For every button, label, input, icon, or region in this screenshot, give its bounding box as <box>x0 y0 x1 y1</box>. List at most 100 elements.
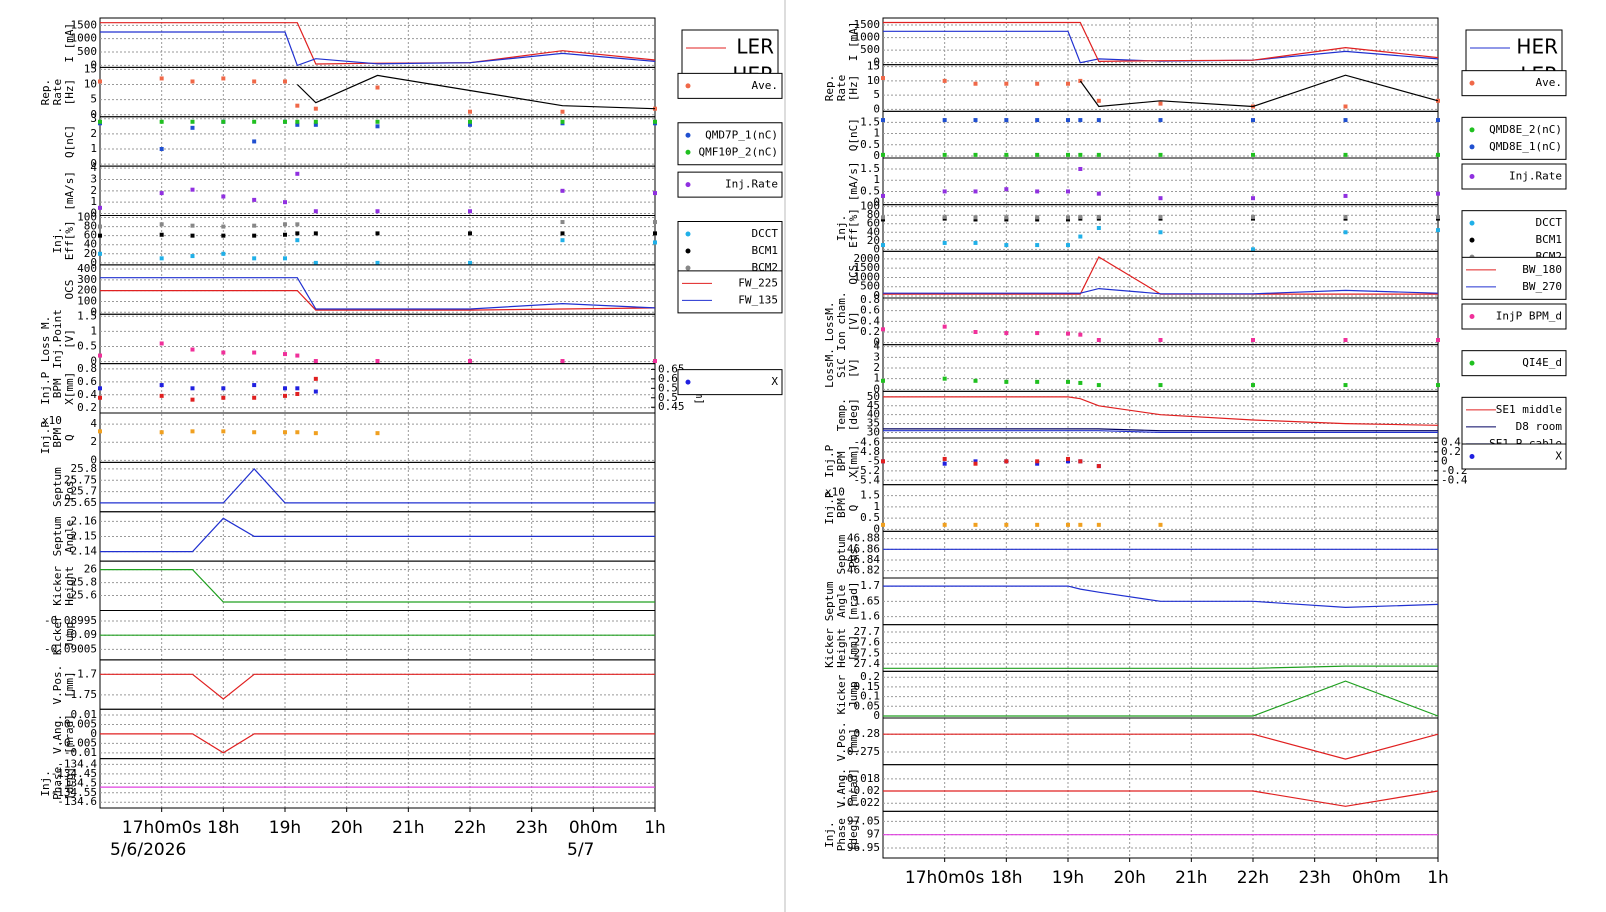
y-axis-label: LossM. <box>823 301 836 341</box>
data-point <box>221 350 226 355</box>
data-point <box>1035 215 1040 220</box>
y-tick-label: -5.4 <box>854 473 881 486</box>
data-point <box>375 231 380 236</box>
data-point <box>942 189 947 194</box>
data-point <box>221 386 226 391</box>
data-point <box>313 231 318 236</box>
legend-label: DCCT <box>752 227 779 240</box>
y-axis-label: Kicker <box>835 674 848 714</box>
y-tick-label: 10 <box>84 78 97 91</box>
legend-marker <box>685 83 691 89</box>
y-axis-label: Septum <box>51 516 64 556</box>
y-axis-label: OCS <box>63 280 76 300</box>
y-tick-label: 0 <box>90 207 97 220</box>
data-point <box>98 119 102 124</box>
legend-marker <box>685 149 691 155</box>
data-point <box>1251 118 1255 123</box>
data-point <box>973 189 978 194</box>
data-point <box>1251 338 1255 342</box>
y-axis-label: Rate <box>51 79 64 106</box>
y-tick-label: 1500 <box>854 261 881 274</box>
y-tick-label: -0.09 <box>64 628 97 641</box>
y-tick-label: 0.5 <box>860 511 880 524</box>
data-point <box>159 76 164 81</box>
y-tick-label: 97.05 <box>847 814 880 827</box>
data-point <box>221 233 226 238</box>
data-point <box>1251 214 1255 219</box>
legend-marker <box>1469 144 1475 150</box>
data-point <box>295 238 300 243</box>
data-point <box>1078 214 1083 219</box>
y-tick-label: 97 <box>867 828 880 841</box>
data-point <box>468 209 472 214</box>
data-point <box>159 119 164 124</box>
series-line <box>883 287 1439 295</box>
data-point <box>1251 247 1255 252</box>
y-tick-label: 0.4 <box>860 314 880 327</box>
y-tick-label: 0 <box>90 355 97 368</box>
y-tick-label: 300 <box>77 273 97 286</box>
y-axis-label: Temp. <box>835 398 848 431</box>
legend-box <box>677 122 783 166</box>
y-axis-label: Septum <box>835 534 848 574</box>
y-tick-label: 60 <box>867 217 880 230</box>
y-axis-label: Q <box>63 434 76 441</box>
data-point <box>1004 459 1009 464</box>
data-point <box>1066 243 1070 248</box>
y-axis-label: Inj.P <box>39 371 52 404</box>
y-tick-label: -5 <box>867 454 880 467</box>
data-point <box>1436 191 1440 196</box>
y-tick-label: 1.5 <box>860 489 880 502</box>
data-point <box>973 215 978 220</box>
data-point <box>1158 196 1163 201</box>
y-tick-label: -4.6 <box>854 435 881 448</box>
data-point <box>1096 226 1101 230</box>
data-point <box>375 431 380 436</box>
y-tick-label: -0.02 <box>847 784 880 797</box>
y-tick-label: 0 <box>90 453 97 466</box>
data-point <box>1035 243 1040 248</box>
data-point <box>1096 383 1101 388</box>
legend-label: BW_270 <box>1522 280 1562 293</box>
data-point <box>1066 189 1070 194</box>
data-point <box>881 118 885 123</box>
data-point <box>1004 379 1009 384</box>
y-tick-label: 4 <box>90 161 97 174</box>
y-tick-label: 46.84 <box>847 553 880 566</box>
x-tick-label: 19h <box>1052 868 1084 888</box>
y-axis-label: [deg] <box>847 398 860 431</box>
y-axis-label: OCS <box>847 265 860 285</box>
data-point <box>1343 383 1348 388</box>
data-point <box>1066 459 1070 464</box>
data-point <box>560 109 565 114</box>
data-point <box>942 152 947 157</box>
y-axis-label: Kicker <box>823 628 836 668</box>
data-point <box>1251 196 1255 201</box>
legend-box <box>1461 303 1567 330</box>
y2-tick-label: 0 <box>1441 454 1448 467</box>
data-point <box>1436 383 1440 388</box>
y-tick-label: 3 <box>90 112 97 125</box>
y-tick-label: 46.88 <box>847 532 880 545</box>
y-tick-label: 26 <box>84 563 97 576</box>
data-point <box>1096 152 1101 157</box>
y-tick-label: 500 <box>860 280 880 293</box>
data-point <box>1343 118 1348 123</box>
y-axis-label: Inj. <box>835 215 848 242</box>
y-tick-label: -134.55 <box>51 786 97 799</box>
data-point <box>1066 215 1070 220</box>
y-axis-label: Kicker <box>51 566 64 606</box>
y-tick-label: 1 <box>873 127 880 140</box>
data-point <box>1096 214 1101 219</box>
series-line <box>883 585 1439 609</box>
data-point <box>468 109 472 114</box>
legend-label: Inj.Rate <box>725 178 778 191</box>
y-axis-label: X[mm] <box>63 372 76 405</box>
y-tick-label: 35 <box>867 417 880 430</box>
data-point <box>1035 81 1040 86</box>
data-point <box>190 125 195 130</box>
data-point <box>283 222 287 227</box>
data-point <box>1078 152 1083 157</box>
data-point <box>221 224 226 229</box>
data-point <box>221 194 226 199</box>
